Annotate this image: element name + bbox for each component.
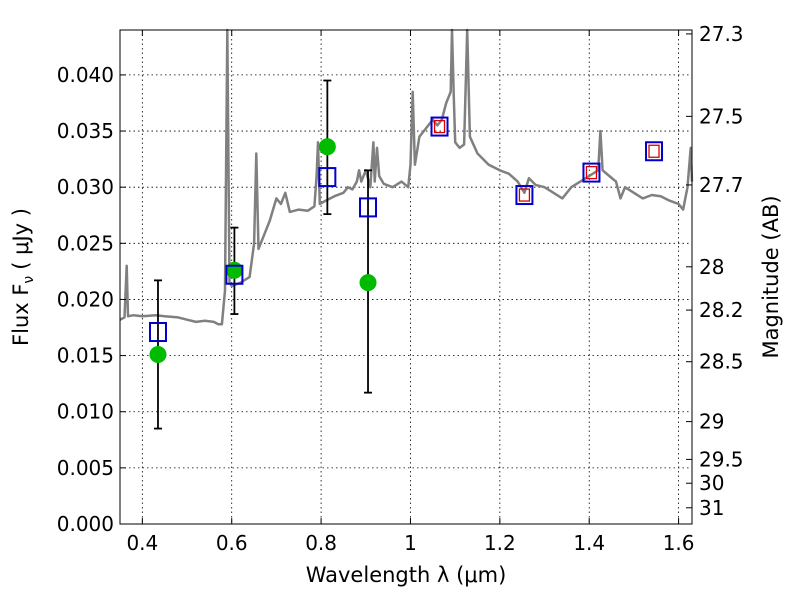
model-spectrum-line [119, 28, 694, 326]
y-tick-label: 0.005 [57, 456, 114, 480]
observed-point [359, 274, 377, 292]
y-axis-label-right: Magnitude (AB) [759, 195, 783, 358]
right-tick-label: 27.5 [699, 104, 744, 128]
y-tick-label: 0.025 [57, 231, 114, 255]
model-photometry-red-square [648, 144, 660, 158]
model-photometry-points [148, 116, 664, 343]
right-tick-label: 27.3 [699, 22, 744, 46]
x-axis-label: Wavelength λ (μm) [306, 563, 507, 587]
right-tick-label: 29.5 [699, 447, 744, 471]
x-tick-label: 1.2 [484, 531, 516, 555]
model-photometry-square [318, 167, 337, 188]
plot-frame [119, 29, 693, 525]
observed-point [318, 138, 336, 156]
right-tick-label: 28.2 [699, 298, 744, 322]
model-photometry-square [225, 264, 244, 285]
observed-point [225, 261, 243, 279]
y-tick-label: 0.030 [57, 175, 114, 199]
y-tick-label: 0.020 [57, 287, 114, 311]
y-tick-label: 0.015 [57, 344, 114, 368]
model-photometry-red-square [518, 188, 531, 202]
y-tick-label: 0.000 [57, 512, 114, 536]
model-photometry-red-square [585, 165, 598, 180]
y-axis-label-flux: Flux F [9, 284, 33, 346]
model-photometry-square [148, 322, 167, 343]
right-tick-label: 29 [699, 410, 724, 434]
model-photometry-square [430, 116, 449, 137]
model-spectrum [119, 28, 694, 326]
model-photometry-square [582, 162, 601, 183]
right-tick-label: 27.7 [699, 173, 744, 197]
right-tick-label: 28 [699, 255, 724, 279]
y-tick-label: 0.040 [57, 63, 114, 87]
y-axis-ticks: 0.000 0.005 0.010 0.015 0.020 0.025 0.030 0.035… [57, 63, 126, 536]
x-tick-label: 1.4 [573, 531, 605, 555]
y-axis-label-left: Flux Fν ( μJy ) [9, 208, 37, 346]
grid [120, 30, 692, 525]
y-axis-label-unit: ( μJy ) [9, 208, 33, 270]
error-bars [153, 79, 373, 430]
model-photometry-square [645, 141, 664, 162]
x-axis-ticks: 0.4 0.6 0.8 1 1.2 1.4 1.6 [126, 30, 695, 555]
y-tick-label: 0.010 [57, 400, 114, 424]
right-tick-label: 28.5 [699, 350, 744, 374]
model-photometry-square [359, 197, 378, 218]
model-photometry-square [515, 185, 534, 206]
model-photometry-red-square [433, 119, 446, 134]
observed-points [149, 138, 377, 363]
right-tick-label: 30 [699, 471, 724, 495]
y-tick-label: 0.035 [57, 119, 114, 143]
observed-point [149, 345, 167, 363]
x-tick-label: 1.6 [663, 531, 695, 555]
y-axis-label-nu: ν [21, 276, 37, 284]
x-tick-label: 1 [404, 531, 417, 555]
model-photometry-red-points [433, 119, 660, 202]
x-tick-label: 0.6 [216, 531, 248, 555]
x-tick-label: 0.4 [126, 531, 158, 555]
right-tick-label: 31 [699, 496, 724, 520]
x-tick-label: 0.8 [305, 531, 337, 555]
